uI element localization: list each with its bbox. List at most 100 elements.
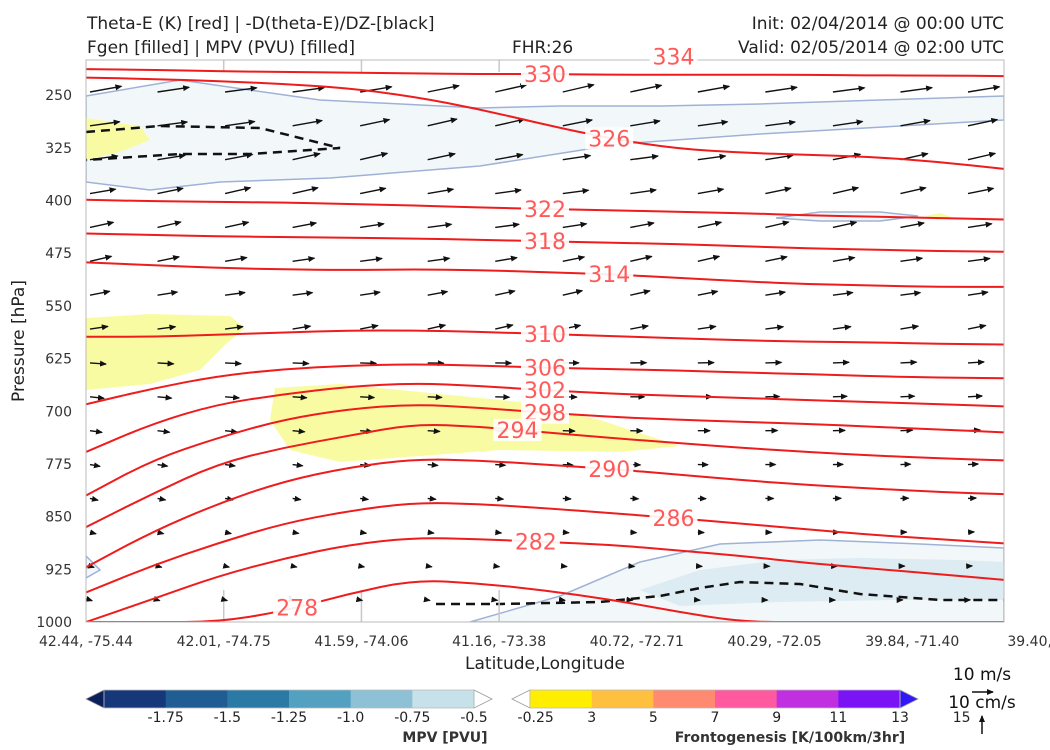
plot-frame [85,59,1005,623]
stability-contour-upper [86,124,341,162]
theta-e-label-330: 330 [524,63,566,88]
y-tick-label: 550 [45,299,72,315]
wind-vector [630,187,657,195]
theta-e-label-334: 334 [653,45,695,70]
wind-vector [765,85,798,93]
mpv-region-lower-core [640,558,1004,606]
wind-vector [427,529,435,536]
wind-vector [86,595,94,602]
wind-vector [360,290,381,297]
wind-vector [697,289,719,296]
wind-vector [89,119,121,127]
wind-vector [495,495,505,502]
wind-vector [427,117,458,127]
wind-vector [967,151,997,161]
wind-vector [900,85,934,93]
theta-e-contour-306 [86,363,1004,406]
wind-vector [427,222,453,229]
wind-vector [292,221,318,229]
colorbar-tick-label: -0.25 [518,710,554,726]
wind-vector [224,119,256,127]
wind-vector [427,461,439,468]
wind-vector [427,394,443,401]
wind-vector [157,428,171,435]
theta-e-label-286: 286 [653,507,695,532]
wind-vector [562,118,594,127]
wind-vector [425,562,433,569]
wind-vector [224,186,252,195]
wind-vector [89,254,113,263]
wind-vector [292,495,302,502]
colorbar-tick-label: 7 [711,710,720,726]
colorbar-segment [530,690,593,708]
colorbar-tick-label: 13 [891,710,909,726]
wind-vector [562,461,574,468]
fgen-region-mid [86,314,245,390]
wind-vector [224,428,239,435]
wind-vector [89,394,105,401]
y-tick-label: 400 [45,194,72,210]
wind-vector [427,83,460,93]
wind-vector [292,151,321,161]
colorbar-segment [838,690,901,708]
x-tick-label: 39.84, -71.40 [865,634,959,650]
wind-vector [765,153,794,161]
y-tick-label: 625 [45,352,72,368]
wind-vector [360,256,383,263]
wind-vector [495,117,526,127]
x-tick-label: 39.40, -70.7 [1007,634,1050,650]
wind-vector [765,119,797,127]
wind-vector [630,83,663,93]
wind-vector [967,84,1001,93]
wind-vector [967,461,980,468]
wind-vector [359,151,389,161]
wind-vector [562,83,595,93]
wind-key-horizontal-label: 10 m/s [953,665,1011,685]
wind-vector [220,596,229,602]
wind-vector [630,254,653,263]
x-tick-label: 40.72, -72.71 [590,634,684,650]
valid-time: Valid: 02/05/2014 @ 02:00 UTC [738,38,1004,58]
stability-contour-lower [436,580,1004,606]
wind-vector [900,324,920,331]
wind-vector [765,324,785,331]
wind-vector [562,188,590,195]
wind-vector [697,254,721,263]
theta-e-label-278: 278 [276,597,318,622]
wind-vector [224,529,233,536]
wind-vector [495,152,524,161]
contour-label-bg [649,45,698,68]
contour-label-bg [521,230,569,253]
y-tick-label: 1000 [36,615,72,631]
contour-label-bg [649,506,698,529]
wind-vector [900,359,918,366]
y-tick-label: 700 [45,404,72,420]
wind-vector [89,220,115,229]
wind-vector [360,323,379,330]
wind-vector [292,256,316,263]
wind-vector [224,324,244,331]
wind-vector [89,529,97,536]
contour-label-bg [585,127,634,150]
wind-vector [153,596,161,602]
colorbar-tick-label: -1.5 [214,710,241,726]
wind-vector [967,117,999,127]
x-tick-label: 42.01, -74.75 [177,634,271,650]
wind-vector [630,118,661,127]
wind-vector [495,222,520,229]
theta-e-contour-302 [86,382,1004,453]
wind-vector [765,290,787,296]
wind-vector [89,289,111,296]
wind-vector [495,255,518,263]
wind-vector [89,360,108,367]
wind-vector [495,289,516,296]
wind-vector [832,255,856,263]
wind-vector [765,186,792,195]
wind-vector [224,220,250,229]
wind-vector [697,324,717,331]
colorbar-segment [412,690,475,708]
wind-vector [360,117,391,127]
wind-vector [495,529,503,536]
wind-vector [427,428,441,435]
wind-vector [292,529,300,536]
